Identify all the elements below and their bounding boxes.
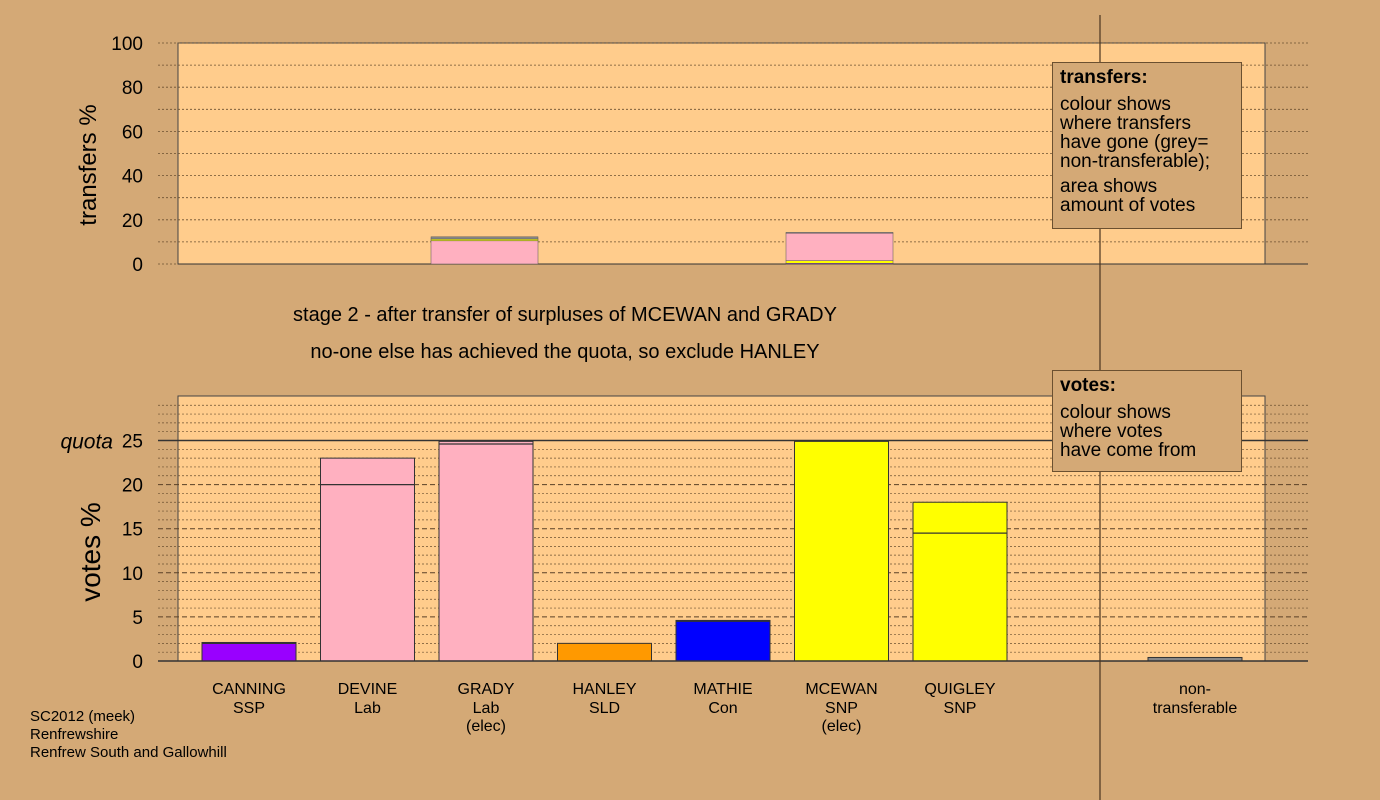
stage-title: stage 2 - after transfer of surpluses of… <box>293 304 837 326</box>
transfers-legend-title: transfers: <box>1060 67 1148 88</box>
transfers-legend-line: where transfers <box>1060 113 1191 134</box>
footer-ward: Renfrew South and Gallowhill <box>30 744 227 761</box>
transfers-tick-label: 40 <box>122 167 143 188</box>
transfer-segment <box>430 236 539 240</box>
candidate-name-label: MCEWAN <box>805 681 877 698</box>
candidate-name-label: GRADY <box>458 681 515 698</box>
candidate-party-label: SNP <box>944 700 977 717</box>
transfers-tick-label: 80 <box>122 78 143 99</box>
transfer-segment <box>785 232 894 234</box>
candidate-party-label: SSP <box>233 700 265 717</box>
transfer-segment <box>430 240 539 265</box>
transfers-legend: transfers: colour shows where transfers … <box>1052 62 1242 229</box>
nontransferable-label: non- <box>1179 681 1211 698</box>
candidate-elected-label: (elec) <box>466 718 506 735</box>
candidate-name-label: QUIGLEY <box>924 681 995 698</box>
transfer-segment <box>785 260 894 264</box>
stage-subtitle: no-one else has achieved the quota, so e… <box>310 341 820 363</box>
candidate-name-label: HANLEY <box>572 681 636 698</box>
transfers-legend-line: colour shows <box>1060 94 1171 115</box>
candidate-name-label: CANNING <box>212 681 286 698</box>
transfers-tick-label: 0 <box>132 255 143 276</box>
votes-legend: votes: colour shows where votes have com… <box>1052 370 1242 472</box>
vote-bar <box>320 457 415 662</box>
vote-bar <box>557 642 652 662</box>
transfers-axis-label: transfers % <box>75 104 102 225</box>
candidate-party-label: Lab <box>473 700 500 717</box>
candidate-party-label: Con <box>708 700 737 717</box>
votes-tick-label: 25 <box>122 432 143 453</box>
quota-label: quota <box>60 431 113 454</box>
votes-legend-line: colour shows <box>1060 402 1171 423</box>
votes-legend-title: votes: <box>1060 375 1116 396</box>
candidate-party-label: SLD <box>589 700 620 717</box>
transfers-legend-line: non-transferable); <box>1060 151 1210 172</box>
nontransferable-label: transferable <box>1153 700 1238 717</box>
transfers-legend-line: have gone (grey= <box>1060 132 1209 153</box>
votes-tick-label: 15 <box>122 520 143 541</box>
votes-tick-label: 20 <box>122 476 143 497</box>
votes-tick-label: 10 <box>122 564 143 585</box>
votes-axis-label: votes % <box>75 502 106 602</box>
transfers-tick-label: 60 <box>122 122 143 143</box>
vote-bar <box>912 501 1008 662</box>
vote-bar <box>438 440 534 662</box>
votes-tick-label: 0 <box>132 652 143 673</box>
transfers-tick-label: 20 <box>122 211 143 232</box>
votes-legend-line: where votes <box>1060 421 1163 442</box>
vote-bar <box>675 619 771 662</box>
candidate-party-label: Lab <box>354 700 381 717</box>
candidate-party-label: SNP <box>825 700 858 717</box>
vote-bar <box>794 440 889 662</box>
votes-tick-label: 5 <box>132 608 143 629</box>
footer-election: SC2012 (meek) <box>30 708 136 725</box>
transfers-legend-line: amount of votes <box>1060 195 1196 216</box>
transfer-segment <box>785 232 894 261</box>
transfers-tick-label: 100 <box>111 34 143 55</box>
transfer-segment <box>430 238 539 242</box>
transfers-legend-line: area shows <box>1060 176 1158 197</box>
candidate-name-label: MATHIE <box>693 681 752 698</box>
candidate-elected-label: (elec) <box>821 718 861 735</box>
votes-legend-line: have come from <box>1060 440 1197 461</box>
candidate-name-label: DEVINE <box>338 681 398 698</box>
footer-council: Renfrewshire <box>30 726 119 743</box>
vote-bar <box>201 641 297 662</box>
footer-info: SC2012 (meek) Renfrewshire Renfrew South… <box>30 708 227 762</box>
